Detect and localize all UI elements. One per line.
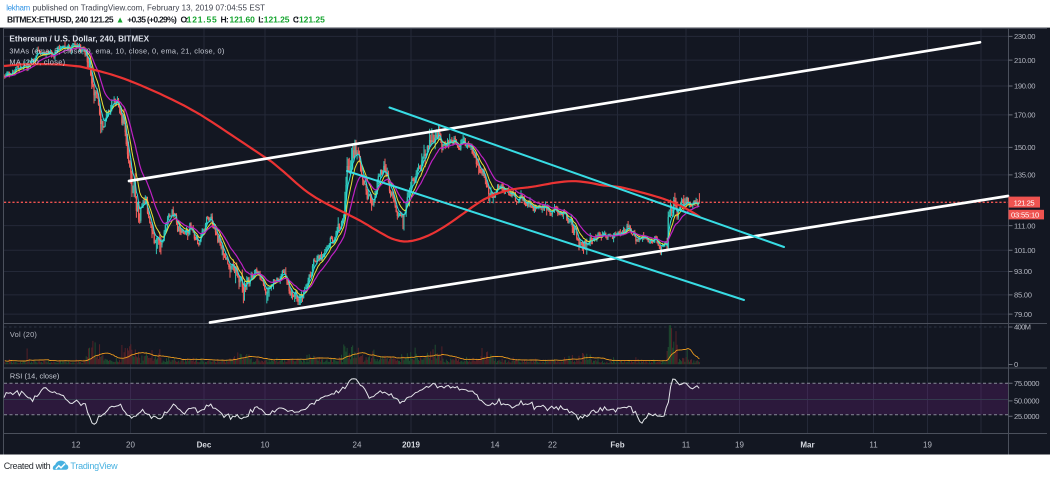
svg-text:C:: C: bbox=[293, 15, 299, 25]
svg-text:230.00: 230.00 bbox=[1014, 32, 1036, 41]
svg-text:19: 19 bbox=[735, 441, 744, 450]
svg-text:121.60: 121.60 bbox=[230, 15, 256, 25]
svg-text:TradingView: TradingView bbox=[70, 461, 118, 471]
svg-text:150.00: 150.00 bbox=[1014, 143, 1036, 152]
svg-text:210.00: 210.00 bbox=[1014, 56, 1036, 65]
svg-text:Ethereum / U.S. Dollar, 240, B: Ethereum / U.S. Dollar, 240, BITMEX bbox=[9, 35, 149, 44]
svg-text:111.00: 111.00 bbox=[1014, 221, 1036, 230]
svg-text:101.00: 101.00 bbox=[1014, 246, 1036, 255]
svg-text:121.25: 121.25 bbox=[264, 15, 290, 25]
svg-text:+0.35 (+0.29%): +0.35 (+0.29%) bbox=[127, 15, 177, 25]
svg-text:121.25: 121.25 bbox=[1014, 198, 1035, 207]
svg-text:85.00: 85.00 bbox=[1014, 291, 1032, 300]
svg-text:2019: 2019 bbox=[402, 441, 420, 450]
svg-text:19: 19 bbox=[923, 441, 932, 450]
svg-text:Dec: Dec bbox=[197, 441, 212, 450]
svg-text:14: 14 bbox=[491, 441, 500, 450]
svg-text:170.00: 170.00 bbox=[1014, 111, 1036, 120]
svg-text:lekham: lekham bbox=[6, 4, 30, 13]
svg-text:11: 11 bbox=[682, 441, 691, 450]
svg-text:75.0000: 75.0000 bbox=[1014, 379, 1040, 388]
svg-text:▲: ▲ bbox=[116, 15, 124, 25]
svg-text:3MAs (ema, 5, close, 0, ema, 1: 3MAs (ema, 5, close, 0, ema, 10, close, … bbox=[9, 47, 224, 56]
svg-text:03:55:10: 03:55:10 bbox=[1011, 210, 1039, 219]
svg-text:135.00: 135.00 bbox=[1014, 171, 1036, 180]
svg-text:RSI (14, close): RSI (14, close) bbox=[10, 372, 60, 381]
svg-text:121.25: 121.25 bbox=[299, 15, 325, 25]
svg-text:10: 10 bbox=[261, 441, 270, 450]
svg-text:published on TradingView.com,: published on TradingView.com, February 1… bbox=[33, 4, 266, 13]
svg-text:22: 22 bbox=[548, 441, 557, 450]
svg-text:BITMEX:ETHUSD, 240 121.25: BITMEX:ETHUSD, 240 121.25 bbox=[7, 15, 114, 25]
svg-text:24: 24 bbox=[353, 441, 362, 450]
svg-text:11: 11 bbox=[869, 441, 878, 450]
svg-text:Vol (20): Vol (20) bbox=[10, 330, 37, 339]
svg-text:93.00: 93.00 bbox=[1014, 267, 1032, 276]
svg-text:400M: 400M bbox=[1014, 323, 1031, 332]
svg-text:20: 20 bbox=[126, 441, 135, 450]
svg-text:Created with: Created with bbox=[4, 461, 51, 471]
svg-text:H:: H: bbox=[221, 15, 229, 25]
svg-text:O:: O: bbox=[181, 15, 189, 25]
svg-text:190.00: 190.00 bbox=[1014, 82, 1036, 91]
svg-text:121.55: 121.55 bbox=[187, 15, 217, 25]
svg-text:0: 0 bbox=[1014, 360, 1018, 369]
svg-text:Mar: Mar bbox=[800, 441, 814, 450]
svg-text:12: 12 bbox=[72, 441, 81, 450]
svg-text:79.00: 79.00 bbox=[1014, 310, 1032, 319]
svg-text:25.0000: 25.0000 bbox=[1014, 412, 1040, 421]
svg-text:50.0000: 50.0000 bbox=[1014, 397, 1040, 406]
svg-text:L:: L: bbox=[258, 15, 264, 25]
svg-text:MA (200, close): MA (200, close) bbox=[9, 58, 65, 67]
svg-text:Feb: Feb bbox=[610, 441, 624, 450]
